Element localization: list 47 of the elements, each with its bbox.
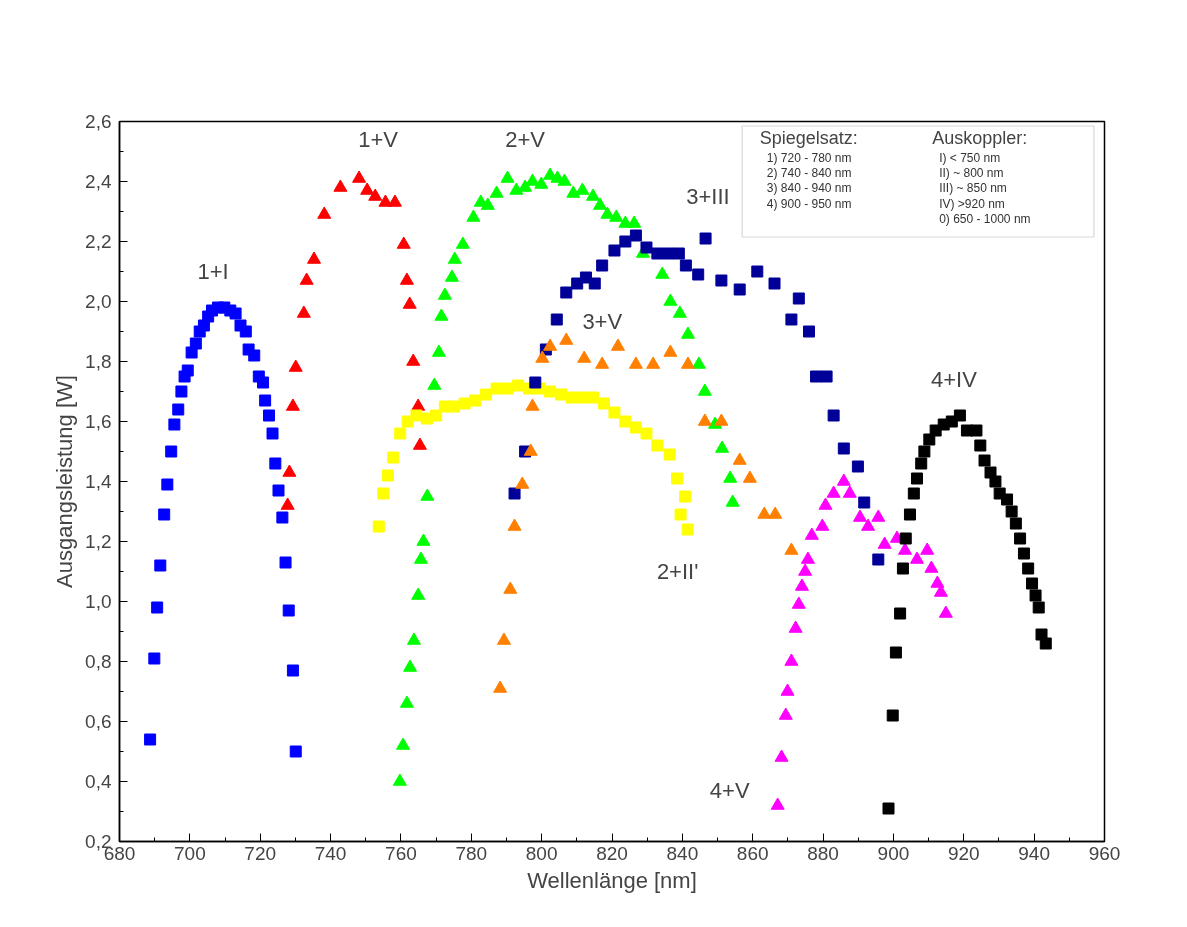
annotation: 0) 650 - 1000 nm [939,212,1031,226]
y-tick-label: 0,4 [85,771,112,792]
annotation: 1) 720 - 780 nm [766,150,852,165]
annotation: II) ~ 800 nm [939,166,1004,181]
x-tick-label: 700 [174,842,206,864]
annotation: III) ~ 850 nm [939,181,1007,196]
x-tick-label: 800 [525,842,558,864]
series-label: 1+V [358,127,399,152]
x-tick-label: 940 [1018,842,1050,864]
x-axis-title: Wellenlänge [nm] [527,867,697,893]
y-tick-label: 2,6 [85,111,112,132]
y-tick-label: 1,2 [85,531,112,552]
annotation: 2) 740 - 840 nm [766,166,852,181]
series-label: 3+V [582,309,623,334]
annotation: 4) 900 - 950 nm [766,196,852,211]
y-tick-label: 2,2 [85,231,112,252]
y-tick-label: 0,6 [85,711,112,732]
series-label: 3+III [686,184,730,209]
series-label: 4+IV [930,367,978,392]
x-tick-label: 900 [877,842,910,864]
annotation: IV) >920 nm [939,196,1005,211]
y-tick-label: 2,4 [85,171,112,192]
y-tick-label: 1,0 [85,591,112,612]
series-label: 1+I [197,259,229,284]
y-tick-label: 1,4 [85,471,112,492]
x-tick-label: 960 [1088,842,1121,864]
annotation: I) < 750 nm [939,150,1001,165]
series-label: 2+II' [656,559,699,584]
x-tick-label: 780 [455,842,488,864]
y-tick-label: 0,8 [85,651,112,672]
x-tick-label: 720 [244,842,277,864]
series-label: 4+V [709,778,750,803]
series-label: 2+V [505,127,546,152]
x-tick-label: 860 [736,842,769,864]
x-tick-label: 840 [666,842,699,864]
x-tick-label: 820 [596,842,628,864]
y-tick-label: 1,6 [85,411,112,432]
x-tick-label: 920 [947,842,980,864]
annotation: 3) 840 - 940 nm [766,181,852,196]
annotation: Auskoppler: [932,128,1028,148]
y-tick-label: 2,0 [85,291,112,312]
annotation: Spiegelsatz: [759,128,858,148]
x-tick-label: 880 [807,842,839,864]
x-tick-label: 760 [385,842,417,864]
x-tick-label: 740 [314,842,347,864]
y-axis-title: Ausgangsleistung [W] [52,375,78,588]
y-tick-label: 1,8 [85,351,112,372]
